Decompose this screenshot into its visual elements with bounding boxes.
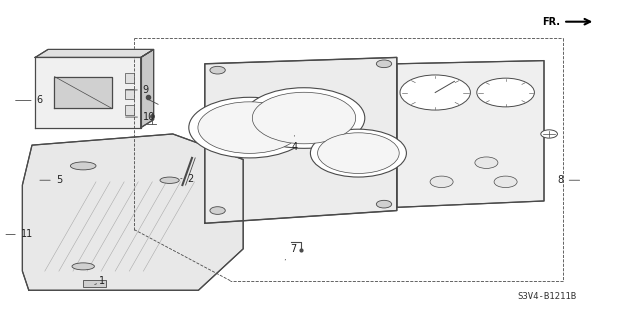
Circle shape bbox=[400, 75, 470, 110]
Text: 6: 6 bbox=[15, 95, 43, 106]
Circle shape bbox=[376, 60, 392, 68]
Bar bbox=[125, 105, 134, 115]
Polygon shape bbox=[35, 49, 154, 57]
Text: 10: 10 bbox=[125, 112, 156, 122]
Circle shape bbox=[310, 129, 406, 177]
Polygon shape bbox=[35, 57, 141, 128]
Text: 1: 1 bbox=[95, 276, 106, 286]
Ellipse shape bbox=[70, 162, 96, 170]
Text: 8: 8 bbox=[557, 175, 580, 185]
Text: 4: 4 bbox=[291, 136, 298, 152]
Circle shape bbox=[430, 176, 453, 188]
Text: FR.: FR. bbox=[542, 17, 560, 27]
Polygon shape bbox=[22, 134, 243, 290]
Circle shape bbox=[317, 133, 399, 174]
Circle shape bbox=[376, 200, 392, 208]
Circle shape bbox=[494, 176, 517, 188]
Circle shape bbox=[210, 207, 225, 214]
Text: 9: 9 bbox=[125, 85, 149, 95]
Polygon shape bbox=[54, 77, 112, 108]
Text: 7: 7 bbox=[285, 244, 296, 260]
Polygon shape bbox=[397, 61, 544, 207]
Circle shape bbox=[189, 97, 310, 158]
Bar bbox=[83, 280, 106, 287]
Circle shape bbox=[541, 130, 557, 138]
Ellipse shape bbox=[160, 177, 179, 183]
Circle shape bbox=[210, 66, 225, 74]
Text: 5: 5 bbox=[40, 175, 62, 185]
Polygon shape bbox=[141, 49, 154, 128]
Bar bbox=[125, 73, 134, 83]
Text: S3V4-B1211B: S3V4-B1211B bbox=[518, 292, 577, 301]
Circle shape bbox=[243, 88, 365, 148]
Circle shape bbox=[477, 78, 534, 107]
Ellipse shape bbox=[72, 263, 95, 270]
Circle shape bbox=[252, 92, 356, 144]
Circle shape bbox=[475, 157, 498, 168]
Text: 11: 11 bbox=[6, 229, 33, 240]
Text: 2: 2 bbox=[180, 174, 194, 184]
Bar bbox=[125, 89, 134, 99]
Circle shape bbox=[198, 102, 301, 153]
Polygon shape bbox=[205, 57, 397, 223]
